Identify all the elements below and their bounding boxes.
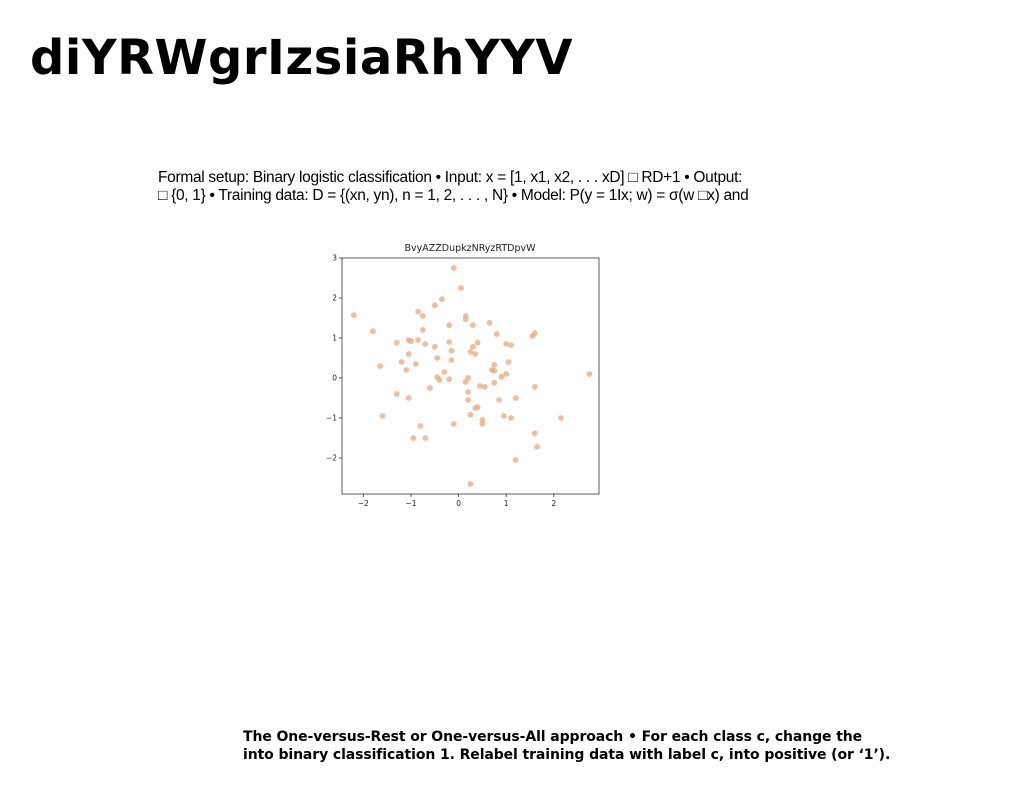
x-tick-label: −2 <box>358 499 369 508</box>
y-tick-label: −2 <box>326 454 337 463</box>
scatter-point <box>422 341 429 347</box>
scatter-point <box>481 383 488 390</box>
scatter-point <box>410 435 417 441</box>
scatter-point <box>379 413 386 419</box>
paragraph-line: Formal setup: Binary logistic classifica… <box>158 169 743 186</box>
scatter-point <box>503 371 510 377</box>
scatter-point <box>431 302 438 309</box>
scatter-point <box>465 397 471 403</box>
scatter-point <box>531 430 538 437</box>
scatter-point <box>446 339 452 345</box>
scatter-point <box>405 395 412 401</box>
bottom-text: The One-versus-Rest or One-versus-All ap… <box>243 728 1003 764</box>
scatter-point <box>486 319 493 326</box>
bottom-line: The One-versus-Rest or One-versus-All ap… <box>243 729 863 745</box>
y-tick-label: 3 <box>332 254 337 263</box>
scatter-point <box>370 328 376 335</box>
paragraph-line: □ {0, 1} • Training data: D = {(xn, yn),… <box>158 187 749 204</box>
scatter-chart-svg: BvyAZZDupkzNRyzRTDpvW −2 −1 0 1 2 −2 −1 0 1 2 3 <box>326 243 600 508</box>
scatter-point <box>403 367 410 373</box>
scatter-point <box>450 421 457 427</box>
scatter-point <box>431 343 438 350</box>
scatter-point <box>491 379 498 386</box>
scatter-point <box>467 411 474 418</box>
x-tick-label: 1 <box>504 499 509 508</box>
scatter-point <box>500 413 507 419</box>
scatter-point <box>393 339 400 346</box>
scatter-point <box>493 331 500 337</box>
scatter-point <box>446 322 452 329</box>
scatter-point <box>470 343 476 350</box>
scatter-point <box>398 359 405 365</box>
scatter-point <box>408 338 414 345</box>
scatter-point <box>467 481 474 487</box>
scatter-point <box>448 357 455 363</box>
scatter-point <box>465 389 471 395</box>
scatter-chart: BvyAZZDupkzNRyzRTDpvW −2 −1 0 1 2 −2 −1 0 1 2 3 <box>325 238 615 518</box>
scatter-point <box>470 322 476 329</box>
scatter-point <box>405 351 412 357</box>
scatter-point <box>450 265 457 271</box>
scatter-point <box>531 383 538 390</box>
scatter-point <box>474 339 481 346</box>
scatter-point <box>436 377 443 383</box>
scatter-point <box>479 421 486 427</box>
scatter-point <box>439 296 445 303</box>
scatter-point <box>420 327 426 333</box>
x-tick-label: 0 <box>456 499 461 508</box>
scatter-point <box>512 457 519 463</box>
setup-paragraph: Formal setup: Binary logistic classifica… <box>158 169 818 205</box>
scatter-point <box>558 415 564 421</box>
scatter-point <box>479 417 486 423</box>
scatter-point <box>474 404 481 411</box>
scatter-point <box>534 443 540 450</box>
scatter-point <box>417 423 424 429</box>
chart-points <box>351 265 593 487</box>
scatter-point <box>462 313 469 319</box>
scatter-point <box>531 330 538 337</box>
scatter-point <box>505 359 512 365</box>
x-tick-label: −1 <box>405 499 416 508</box>
scatter-point <box>434 355 441 361</box>
scatter-point <box>491 361 498 368</box>
y-tick-label: −1 <box>326 414 337 423</box>
y-tick-label: 0 <box>332 374 337 383</box>
scatter-point <box>477 383 483 389</box>
scatter-point <box>422 435 429 441</box>
scatter-point <box>448 347 455 354</box>
chart-axes: −2 −1 0 1 2 −2 −1 0 1 2 3 <box>326 254 600 508</box>
scatter-point <box>586 371 593 377</box>
scatter-point <box>427 385 433 391</box>
x-tick-label: 2 <box>551 499 556 508</box>
scatter-point <box>512 395 519 401</box>
scatter-point <box>415 337 421 343</box>
y-tick-label: 1 <box>332 334 337 343</box>
scatter-point <box>503 341 510 347</box>
scatter-point <box>491 367 498 374</box>
y-tick-label: 2 <box>332 294 337 303</box>
slide-title: diYRWgrIzsiaRhYYV <box>30 30 574 86</box>
scatter-point <box>508 415 514 421</box>
scatter-point <box>465 375 471 381</box>
scatter-point <box>412 361 419 367</box>
scatter-point <box>508 342 514 349</box>
scatter-point <box>458 285 464 291</box>
chart-title: BvyAZZDupkzNRyzRTDpvW <box>404 243 536 254</box>
scatter-point <box>496 397 502 403</box>
scatter-point <box>393 391 400 397</box>
scatter-point <box>467 349 474 355</box>
scatter-point <box>472 351 479 357</box>
plot-frame <box>341 257 600 495</box>
scatter-point <box>351 312 357 319</box>
scatter-point <box>498 373 505 380</box>
scatter-point <box>446 376 452 383</box>
scatter-point <box>420 313 426 319</box>
scatter-point <box>377 363 383 369</box>
scatter-point <box>441 369 448 375</box>
bottom-line: into binary classification 1. Relabel tr… <box>243 747 891 763</box>
scatter-point <box>415 308 421 315</box>
